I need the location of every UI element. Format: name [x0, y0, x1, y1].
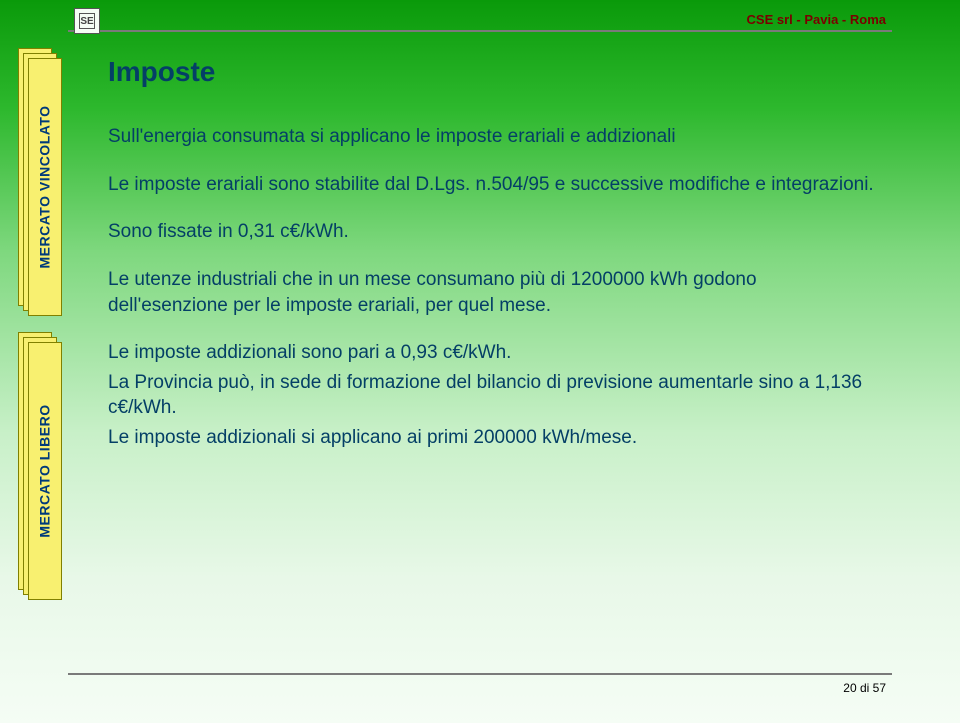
tab-stack-libero: MERCATO LIBERO — [18, 332, 62, 600]
tab-label-libero: MERCATO LIBERO — [37, 404, 53, 537]
paragraph: Le imposte addizionali si applicano ai p… — [108, 425, 880, 451]
logo-box: SE — [74, 8, 100, 34]
company-label: CSE srl - Pavia - Roma — [747, 12, 886, 27]
paragraph: La Provincia può, in sede di formazione … — [108, 370, 880, 421]
tab-stack-vincolato: MERCATO VINCOLATO — [18, 48, 62, 316]
tab-label-vincolato: MERCATO VINCOLATO — [37, 105, 53, 268]
tab-front: MERCATO VINCOLATO — [28, 58, 62, 316]
paragraph: Sull'energia consumata si applicano le i… — [108, 124, 880, 150]
paragraph: Le utenze industriali che in un mese con… — [108, 267, 880, 318]
page-number: 20 di 57 — [843, 681, 886, 695]
logo-text: SE — [79, 13, 95, 29]
paragraph: Le imposte addizionali sono pari a 0,93 … — [108, 340, 880, 366]
footer-divider — [68, 673, 892, 675]
paragraph: Le imposte erariali sono stabilite dal D… — [108, 172, 880, 198]
paragraph: Sono fissate in 0,31 c€/kWh. — [108, 219, 880, 245]
tab-front: MERCATO LIBERO — [28, 342, 62, 600]
slide-title: Imposte — [108, 56, 880, 88]
header-divider — [68, 30, 892, 32]
slide-content: Imposte Sull'energia consumata si applic… — [108, 56, 880, 473]
